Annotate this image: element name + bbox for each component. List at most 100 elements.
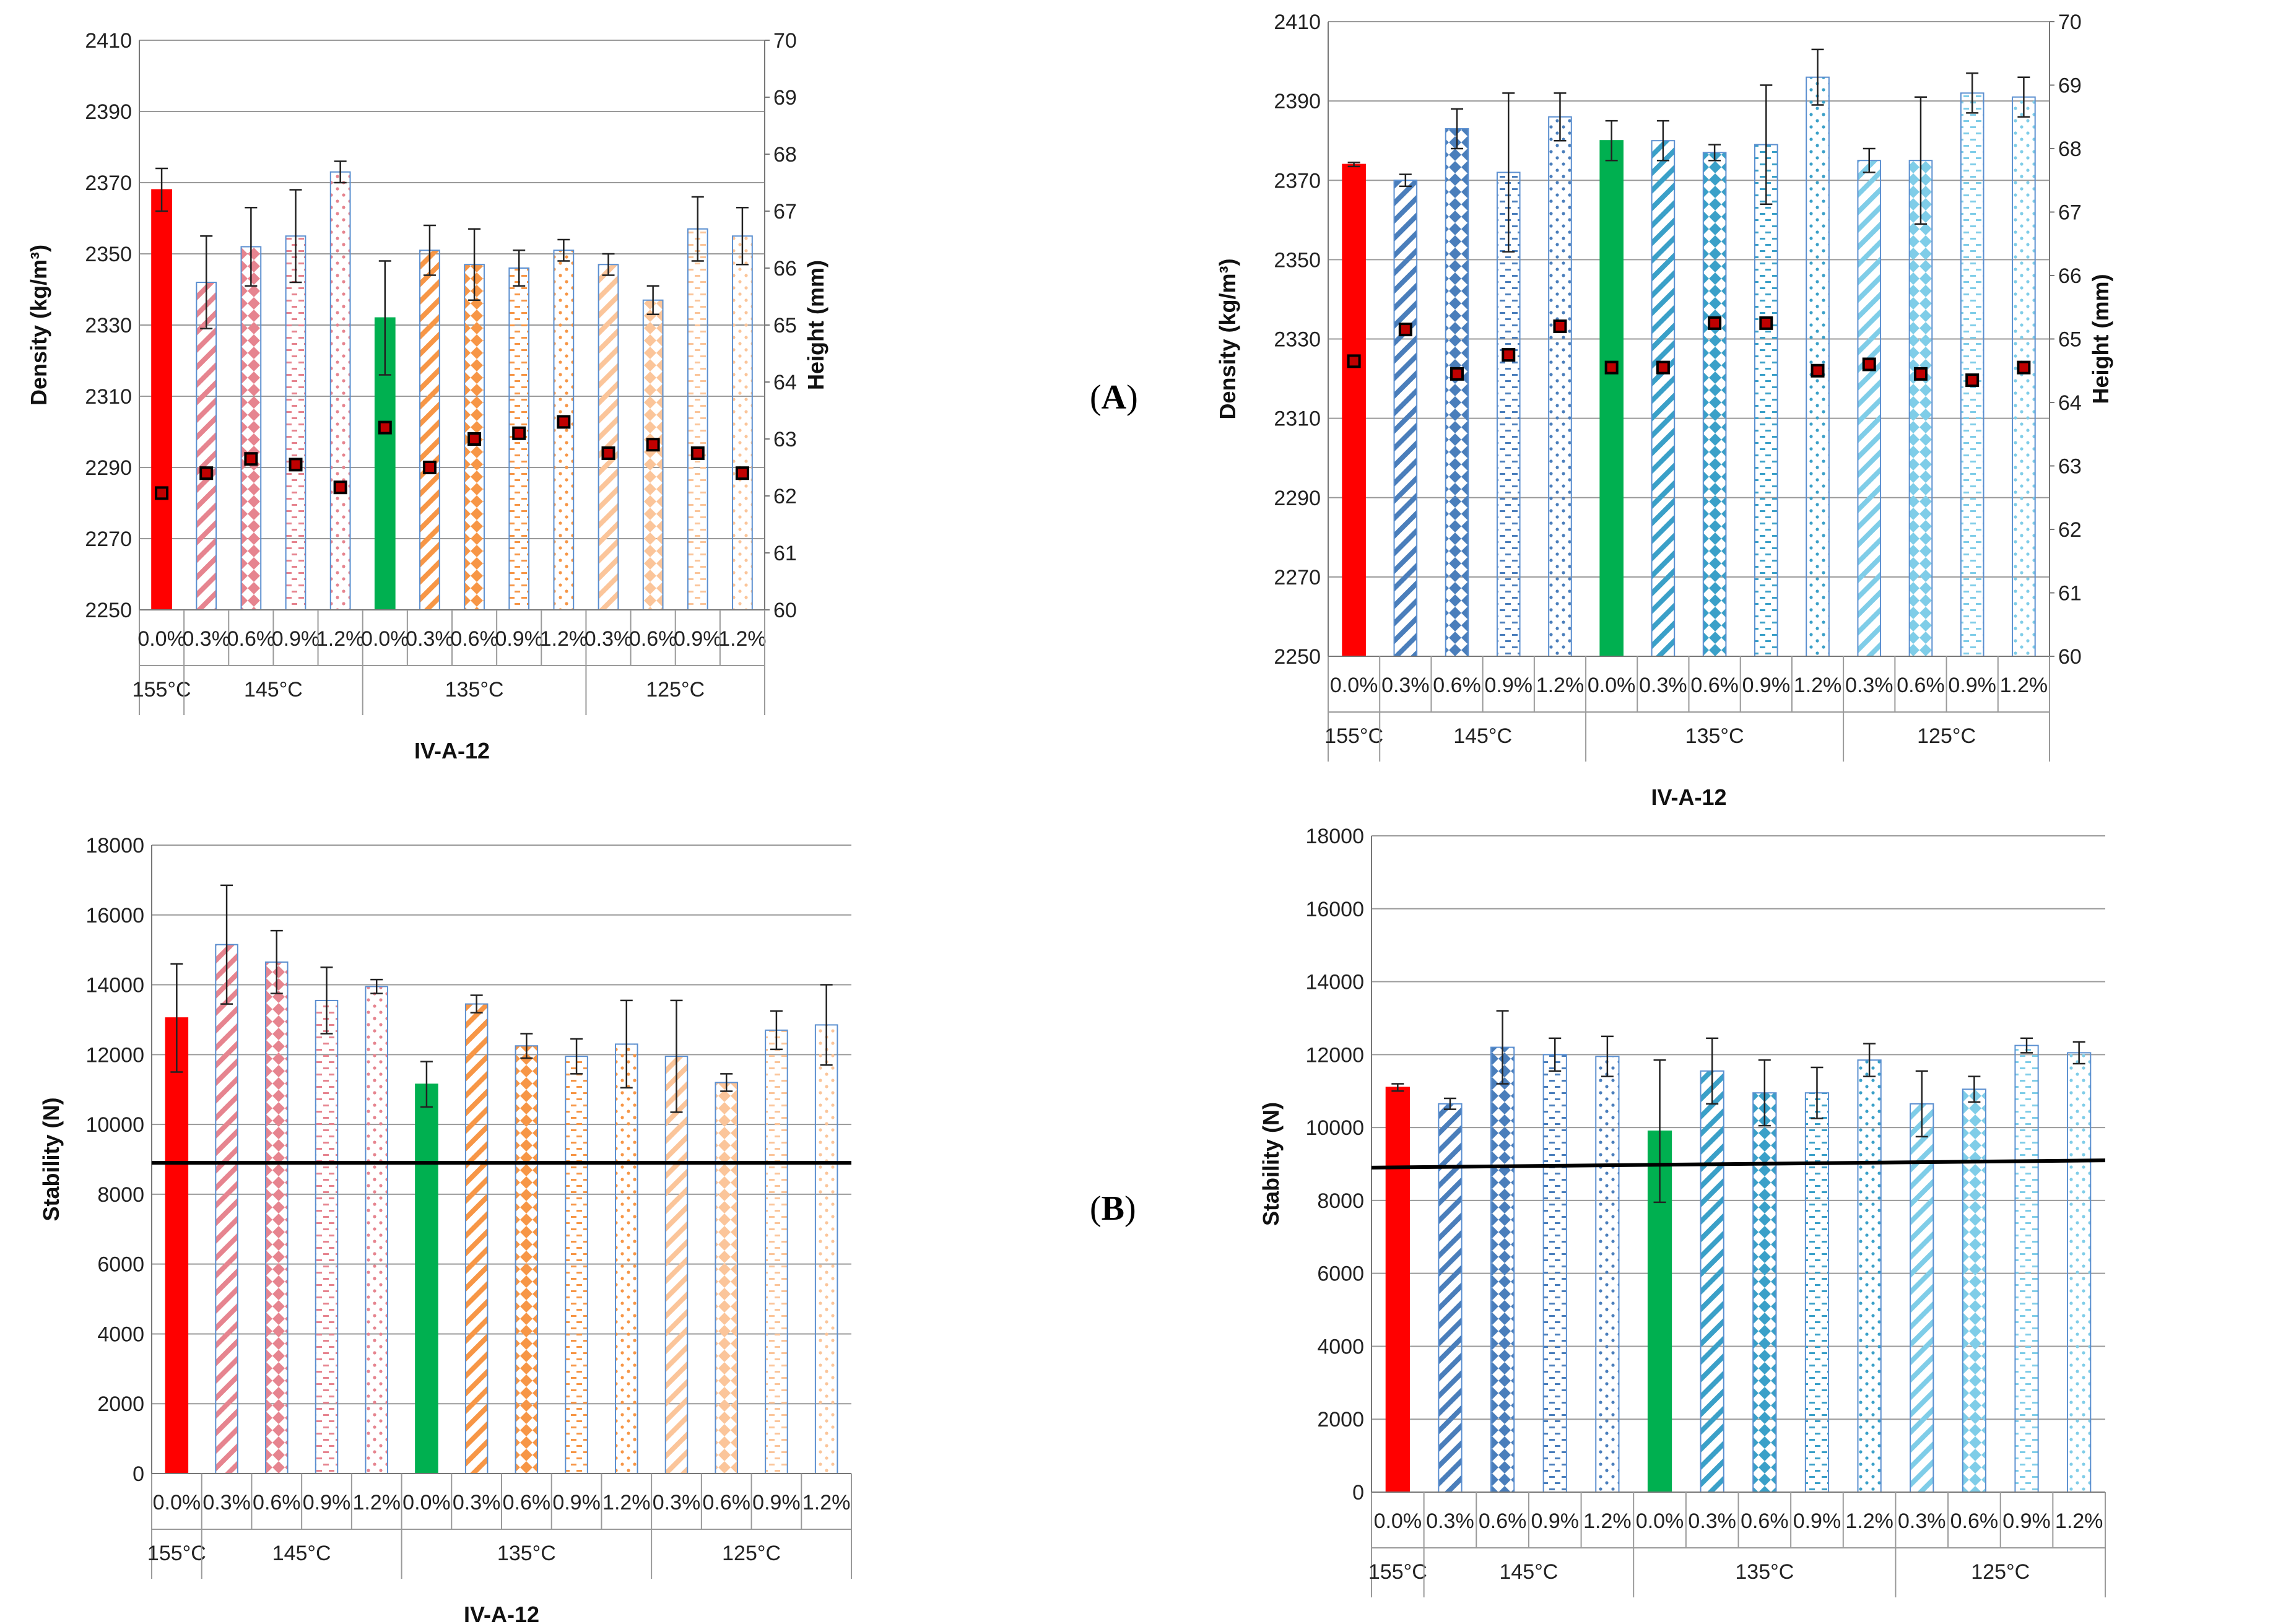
y-tick-label: 2330: [85, 314, 132, 337]
y2-axis-title: Height (mm): [2088, 274, 2113, 404]
category-label: 0.0%: [402, 1491, 451, 1514]
y-tick-label: 12000: [85, 1043, 144, 1067]
bar-11: [664, 1056, 689, 1474]
height-marker: [601, 446, 615, 460]
bar-1: [1342, 163, 1366, 657]
group-label: 145°C: [1499, 1560, 1558, 1584]
category-label: 0.6%: [1950, 1509, 1999, 1533]
category-label: 1.2%: [540, 627, 588, 651]
bar-3: [240, 246, 262, 610]
bar-5: [329, 171, 351, 610]
height-marker: [1502, 348, 1516, 362]
category-label: 0.6%: [629, 627, 677, 651]
bar-4: [315, 999, 339, 1474]
height-marker: [1759, 316, 1773, 330]
group-label: 135°C: [497, 1542, 556, 1565]
category-label: 1.2%: [1794, 674, 1842, 697]
bar-6: [415, 1083, 438, 1474]
y-tick-label: 2370: [1274, 169, 1321, 193]
category-label: 0.3%: [1845, 674, 1893, 697]
height-marker: [1913, 367, 1928, 381]
category-label: 0.6%: [1479, 1509, 1527, 1533]
y-tick-label: 2330: [1274, 328, 1321, 352]
y-tick-label: 14000: [1305, 971, 1364, 994]
y-axis-title: Density (kg/m³): [1215, 258, 1240, 419]
height-marker: [467, 432, 482, 446]
group-label: 155°C: [147, 1542, 206, 1565]
y2-tick-label: 67: [2058, 201, 2082, 225]
y-tick-label: 2000: [97, 1392, 144, 1416]
bar-8: [1752, 1092, 1777, 1493]
category-label: 1.2%: [316, 627, 365, 651]
bar-10: [553, 250, 575, 610]
category-label: 0.9%: [495, 627, 543, 651]
bar-10: [615, 1043, 638, 1474]
y-axis-title: Stability (N): [1258, 1102, 1284, 1226]
y-tick-label: 2410: [85, 29, 132, 53]
y-tick-label: 2000: [1317, 1408, 1364, 1431]
group-label: 125°C: [1971, 1560, 2030, 1584]
bar-5: [365, 986, 388, 1474]
y-tick-label: 2370: [85, 172, 132, 195]
category-label: 0.6%: [503, 1491, 551, 1514]
bar-2: [196, 282, 217, 610]
category-label: 0.6%: [1741, 1509, 1789, 1533]
x-axis-title: IV-A-12: [1651, 784, 1726, 810]
y-tick-label: 18000: [85, 834, 144, 858]
density-height-chart-right: 2250 2270 2290 2310 2330 2350 2370 2390 2410 60 61…: [1215, 11, 2113, 810]
bar-8: [515, 1045, 539, 1475]
category-label: 0.0%: [361, 627, 409, 651]
y-tick-label: 2250: [1274, 645, 1321, 669]
y-tick-label: 2270: [1274, 566, 1321, 589]
group-label: 125°C: [722, 1542, 781, 1565]
category-label: 0.6%: [227, 627, 276, 651]
category-label: 0.6%: [1690, 674, 1739, 697]
bar-13: [2014, 1044, 2039, 1493]
y2-tick-label: 62: [773, 485, 797, 508]
height-marker: [1708, 316, 1722, 330]
stability-chart-left: 0 2000 4000 6000 8000 10000 12000 14000 16000 180…: [38, 834, 852, 1624]
group-label: 145°C: [1453, 724, 1512, 748]
category-label: 0.9%: [1793, 1509, 1841, 1533]
y-tick-label: 2390: [1274, 90, 1321, 113]
category-label: 0.0%: [1330, 674, 1378, 697]
height-marker: [1811, 363, 1825, 378]
category-label: 1.2%: [802, 1491, 851, 1514]
category-label: 0.9%: [1948, 674, 1996, 697]
height-marker: [735, 466, 749, 480]
height-marker: [1656, 360, 1670, 375]
y2-tick-label: 63: [2058, 455, 2082, 479]
panel-label-b: (B): [1090, 1189, 1136, 1228]
height-marker: [1965, 373, 1980, 388]
bar-9: [565, 1056, 588, 1474]
y-tick-label: 4000: [1317, 1335, 1364, 1358]
density-height-chart-left: 2250 2270 2290 2310 2330 2350 2370 2390 2410 60 61…: [26, 29, 828, 763]
category-label: 0.3%: [1381, 674, 1430, 697]
y2-axis-title: Height (mm): [803, 260, 828, 390]
group-label: 155°C: [1324, 724, 1383, 748]
height-marker: [333, 480, 347, 495]
y-tick-label: 18000: [1305, 825, 1364, 848]
y2-tick-label: 62: [2058, 518, 2082, 542]
height-marker: [1398, 323, 1412, 337]
height-marker: [1862, 357, 1876, 371]
category-label: 0.9%: [272, 627, 320, 651]
bar-12: [642, 299, 664, 610]
category-label: 0.3%: [653, 1491, 701, 1514]
category-label: 1.2%: [1845, 1509, 1893, 1533]
category-label: 0.9%: [1485, 674, 1533, 697]
bar-5: [1595, 1056, 1620, 1493]
bar-8: [1702, 152, 1727, 657]
y2-tick-label: 68: [773, 143, 797, 167]
bar-4: [285, 235, 306, 610]
group-label: 145°C: [244, 678, 303, 701]
group-label: 125°C: [1917, 724, 1976, 748]
category-label: 0.0%: [153, 1491, 201, 1514]
bar-6: [1599, 140, 1624, 657]
bar-3: [265, 961, 289, 1474]
x-axis-title: IV-A-12: [414, 738, 490, 763]
y2-tick-label: 64: [773, 371, 797, 394]
height-marker: [557, 415, 571, 429]
reference-line: [1371, 1158, 2106, 1170]
bar-4: [1542, 1054, 1567, 1493]
